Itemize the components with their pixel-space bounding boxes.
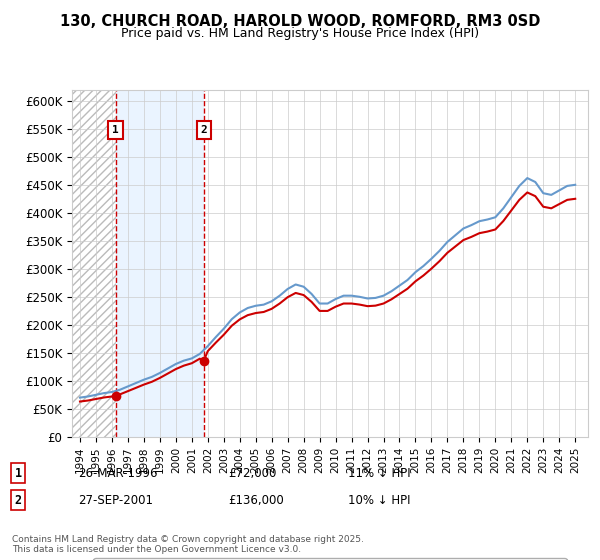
Text: Contains HM Land Registry data © Crown copyright and database right 2025.
This d: Contains HM Land Registry data © Crown c… <box>12 535 364 554</box>
Text: 10% ↓ HPI: 10% ↓ HPI <box>348 493 410 507</box>
Text: 130, CHURCH ROAD, HAROLD WOOD, ROMFORD, RM3 0SD: 130, CHURCH ROAD, HAROLD WOOD, ROMFORD, … <box>60 14 540 29</box>
Text: 26-MAR-1996: 26-MAR-1996 <box>78 466 157 480</box>
Text: 2: 2 <box>14 493 22 507</box>
Legend: 130, CHURCH ROAD, HAROLD WOOD, ROMFORD, RM3 0SD (semi-detached house), HPI: Aver: 130, CHURCH ROAD, HAROLD WOOD, ROMFORD, … <box>94 558 566 560</box>
Text: £136,000: £136,000 <box>228 493 284 507</box>
Text: 2: 2 <box>200 125 207 135</box>
Text: £72,000: £72,000 <box>228 466 277 480</box>
Bar <box>72 90 116 437</box>
Bar <box>116 90 204 437</box>
Text: 27-SEP-2001: 27-SEP-2001 <box>78 493 153 507</box>
Text: 11% ↓ HPI: 11% ↓ HPI <box>348 466 410 480</box>
Text: 1: 1 <box>112 125 119 135</box>
Text: 1: 1 <box>14 466 22 480</box>
Text: Price paid vs. HM Land Registry's House Price Index (HPI): Price paid vs. HM Land Registry's House … <box>121 27 479 40</box>
